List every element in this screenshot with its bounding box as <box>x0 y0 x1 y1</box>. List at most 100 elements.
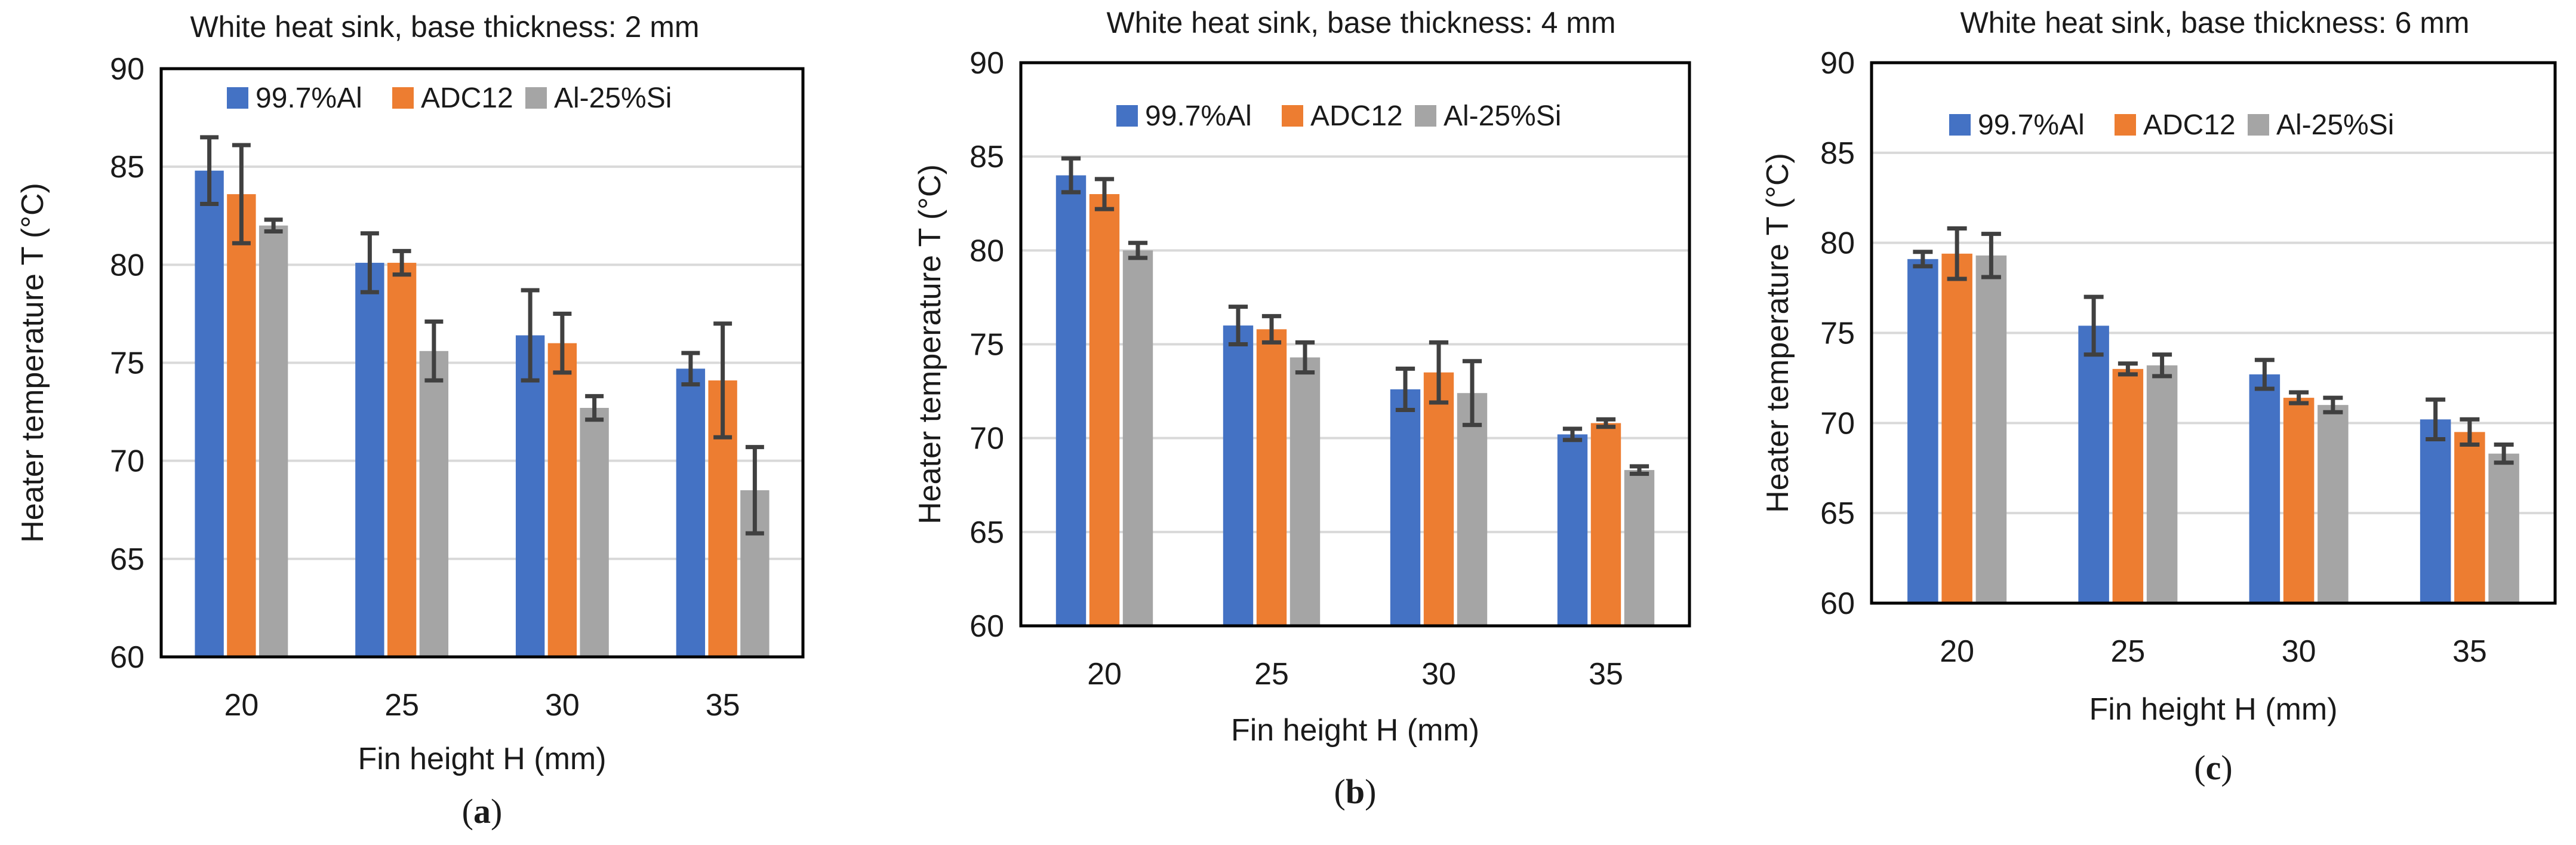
panel-letter: b <box>1346 772 1365 811</box>
x-tick-label: 20 <box>1940 634 1974 669</box>
y-tick-label: 80 <box>1820 226 1855 261</box>
bar-alsi-35 <box>1624 470 1655 626</box>
bar-adc12-20 <box>1089 194 1120 626</box>
bar-adc12-25 <box>1256 329 1287 626</box>
bar-al997-25 <box>1223 325 1254 626</box>
legend-swatch <box>2115 114 2136 136</box>
legend-label: 99.7%Al <box>256 82 362 114</box>
bar-al997-35 <box>2420 419 2451 603</box>
y-tick-label: 80 <box>970 233 1004 268</box>
bar-adc12-35 <box>2454 432 2485 603</box>
bar-al997-20 <box>1055 175 1087 626</box>
y-tick-label: 75 <box>970 328 1004 362</box>
x-tick-label: 20 <box>224 688 258 723</box>
legend-swatch <box>227 87 248 109</box>
bar-alsi-20 <box>1122 250 1153 626</box>
bar-alsi-25 <box>1289 357 1321 626</box>
bar-adc12-30 <box>547 343 577 657</box>
legend-swatch <box>1282 105 1303 127</box>
legend-swatch <box>392 87 414 109</box>
chart-panel-b: White heat sink, base thickness: 4 mm 60 6… <box>913 6 1691 811</box>
legend-label: Al-25%Si <box>554 82 672 114</box>
y-tick-label: 60 <box>110 640 144 675</box>
y-tick-label: 90 <box>1820 46 1855 81</box>
bar-al997-20 <box>195 170 224 657</box>
x-tick-label: 25 <box>384 688 419 723</box>
bar-adc12-20 <box>1941 253 1972 603</box>
chart-title: White heat sink, base thickness: 2 mm <box>190 10 699 44</box>
chart-panel-a: White heat sink, base thickness: 2 mm 60 6… <box>16 10 805 831</box>
bar-adc12-25 <box>2112 368 2144 603</box>
chart-panel-c: White heat sink, base thickness: 6 mm 60 6… <box>1761 6 2557 787</box>
legend-label: Al-25%Si <box>2276 109 2394 141</box>
bar-al997-35 <box>1557 434 1588 626</box>
x-tick-label: 30 <box>545 688 580 723</box>
x-tick-label: 25 <box>1254 657 1289 692</box>
y-tick-label: 70 <box>110 444 144 479</box>
y-tick-label: 75 <box>1820 317 1855 351</box>
y-tick-label: 60 <box>1820 586 1855 621</box>
legend-label: ADC12 <box>421 82 513 114</box>
plot-frame <box>1019 61 1691 628</box>
bar-adc12-30 <box>1423 372 1454 626</box>
y-tick-label: 65 <box>1820 496 1855 531</box>
bar-alsi-20 <box>1975 255 2007 603</box>
panel-paren-close: ) <box>1365 772 1376 811</box>
legend-label: ADC12 <box>2143 109 2236 141</box>
x-tick-label: 25 <box>2110 634 2145 669</box>
bar-adc12-30 <box>2283 398 2315 603</box>
legend-swatch <box>1116 105 1138 127</box>
panel-paren-open: ( <box>2194 748 2205 787</box>
y-axis-label: Heater temperature T (°C) <box>913 164 947 524</box>
plot-frame <box>1870 61 2557 605</box>
legend-label: ADC12 <box>1310 100 1403 132</box>
x-tick-label: 30 <box>2282 634 2316 669</box>
x-tick-label: 35 <box>2452 634 2487 669</box>
chart-title: White heat sink, base thickness: 6 mm <box>1960 6 2469 39</box>
bar-alsi-25 <box>2146 365 2178 603</box>
x-tick-label: 30 <box>1421 657 1456 692</box>
panel-letter: a <box>473 792 491 831</box>
panel-label: (c) <box>2194 748 2232 787</box>
bar-adc12-20 <box>227 194 256 657</box>
legend-swatch <box>525 87 547 109</box>
bar-adc12-35 <box>1590 423 1621 626</box>
y-tick-label: 85 <box>970 140 1004 174</box>
x-axis-label: Fin height H (mm) <box>1231 713 1479 748</box>
y-tick-label: 70 <box>1820 406 1855 441</box>
legend-label: 99.7%Al <box>1978 109 2085 141</box>
y-axis-label: Heater temperature T (°C) <box>16 183 50 543</box>
panel-letter: c <box>2206 748 2221 787</box>
chart-title: White heat sink, base thickness: 4 mm <box>1106 6 1615 39</box>
panel-paren-open: ( <box>1334 772 1346 811</box>
legend-swatch <box>2248 114 2269 136</box>
legend-swatch <box>1415 105 1436 127</box>
bar-alsi-25 <box>419 351 449 657</box>
legend-swatch <box>1949 114 1971 136</box>
bar-alsi-20 <box>258 225 288 657</box>
bar-adc12-25 <box>387 263 417 657</box>
y-tick-label: 80 <box>110 248 144 282</box>
panel-paren-close: ) <box>491 792 502 831</box>
panel-paren-open: ( <box>462 792 473 831</box>
panel-label: (b) <box>1334 772 1377 811</box>
y-tick-label: 75 <box>110 346 144 381</box>
y-tick-label: 70 <box>970 422 1004 456</box>
x-tick-label: 20 <box>1087 657 1122 692</box>
bar-alsi-30 <box>1457 393 1488 626</box>
y-tick-label: 65 <box>110 542 144 577</box>
legend-label: 99.7%Al <box>1145 100 1252 132</box>
panel-label: (a) <box>462 792 503 831</box>
legend-label: Al-25%Si <box>1444 100 1561 132</box>
y-axis-label: Heater temperature T (°C) <box>1761 153 1795 513</box>
y-tick-label: 90 <box>970 46 1004 81</box>
y-tick-label: 60 <box>970 609 1004 644</box>
bar-al997-30 <box>515 335 545 657</box>
panel-paren-close: ) <box>2221 748 2232 787</box>
y-tick-label: 85 <box>1820 136 1855 171</box>
bar-al997-20 <box>1907 259 1938 604</box>
bar-al997-35 <box>676 368 706 657</box>
bar-al997-25 <box>2078 325 2109 603</box>
y-tick-label: 85 <box>110 150 144 185</box>
